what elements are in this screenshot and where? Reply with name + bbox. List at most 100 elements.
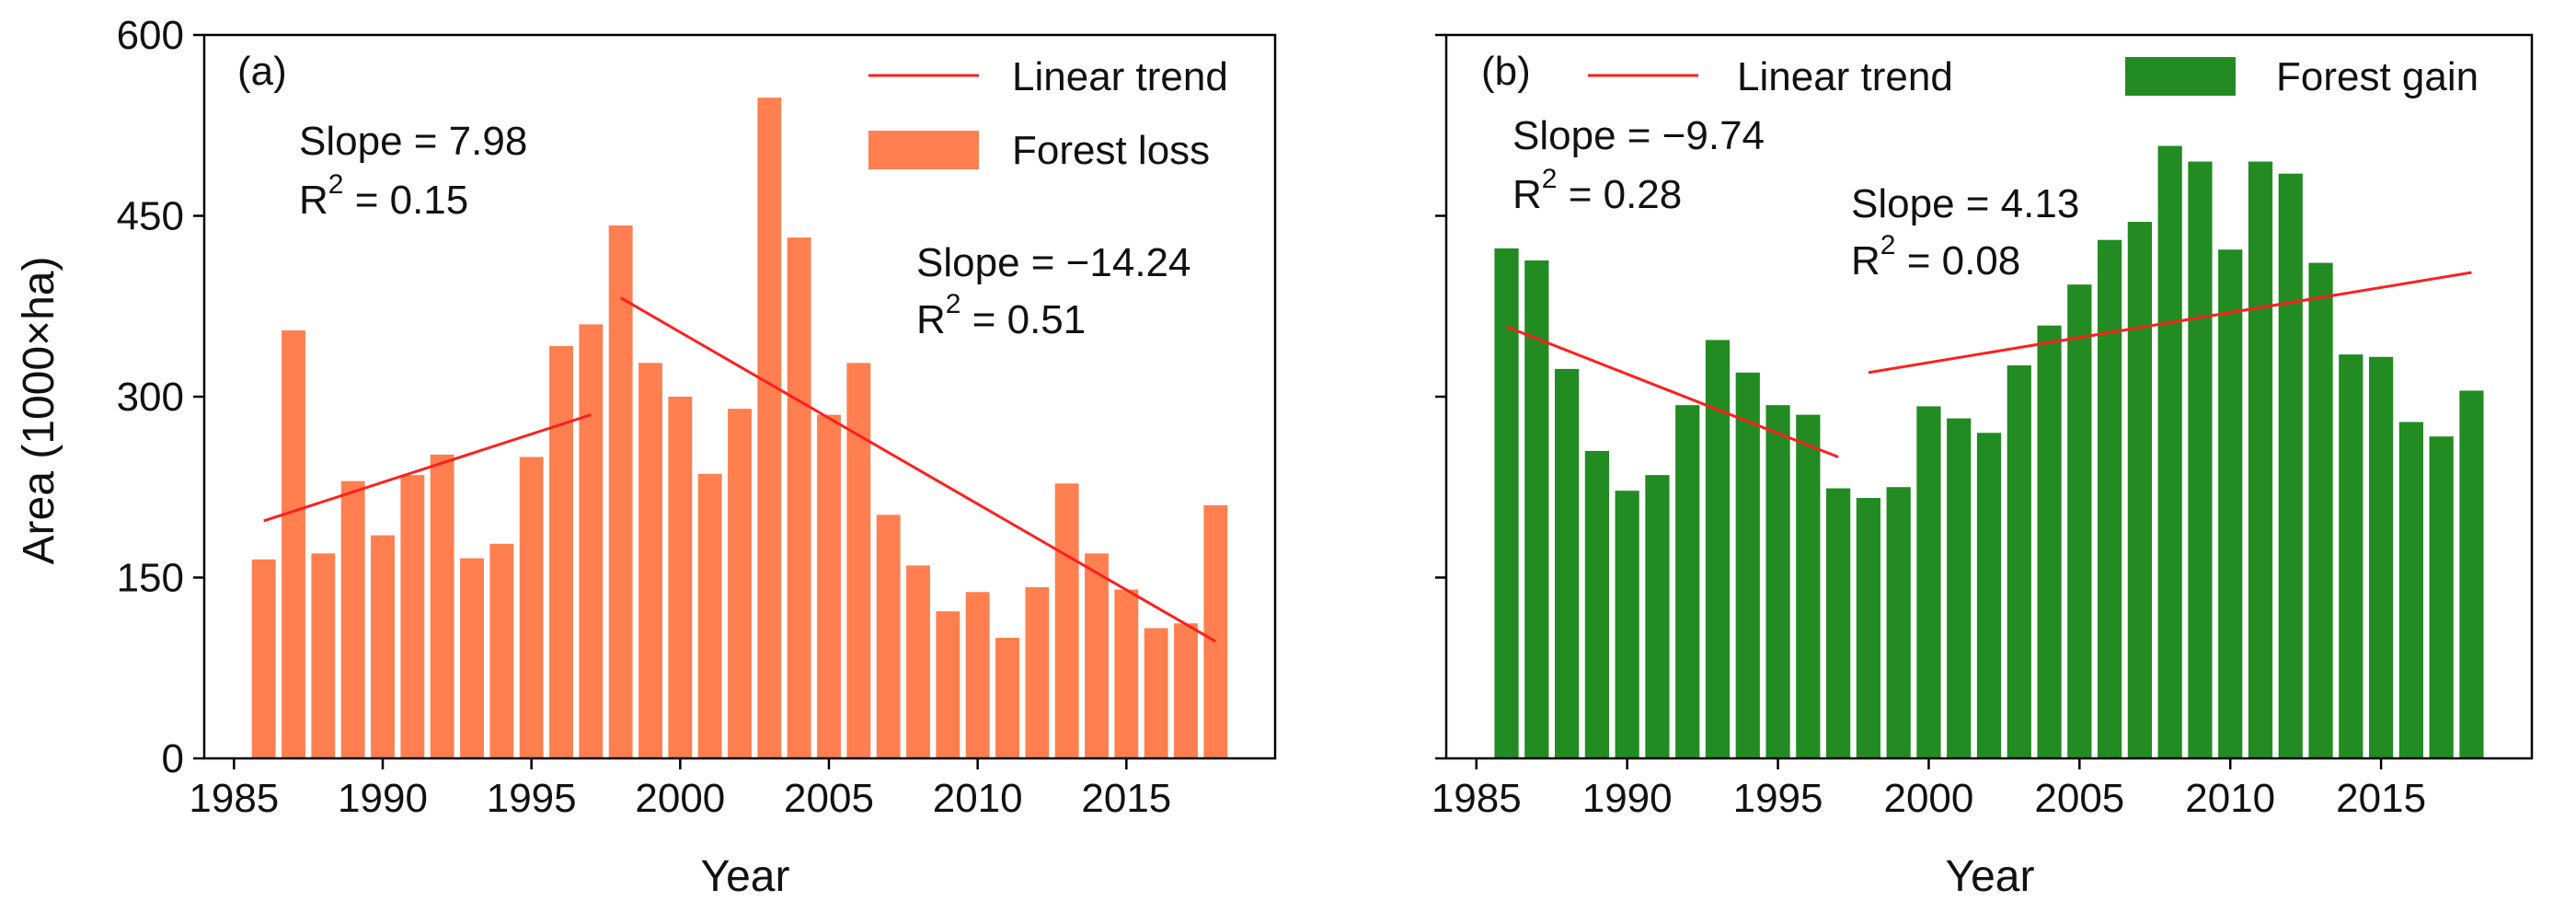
panel-b-bar-1991: [1645, 475, 1670, 758]
panel-b-legend-patch-swatch: [2125, 57, 2236, 96]
panel-b-bar-1989: [1584, 450, 1609, 758]
panel-b-bar-2017: [2429, 436, 2454, 758]
panel-b-bar-2012: [2278, 173, 2303, 758]
panel-b-bar-2001: [1947, 418, 1972, 758]
panel-a-bar-2012: [1025, 586, 1050, 758]
panel-b-y-ticks: [1435, 33, 1446, 760]
panel-a-bar-1989: [340, 480, 365, 758]
panel-a-slope-right: Slope = −14.24: [916, 240, 1190, 285]
panel-a-bar-1994: [489, 543, 514, 758]
panel-b-bar-1992: [1675, 405, 1700, 758]
panel-b-bar-1990: [1615, 491, 1639, 758]
panel-a-y-tick-label-0: 0: [162, 736, 184, 781]
panel-a-bar-1992: [430, 454, 454, 758]
panel-a-bar-2008: [906, 565, 930, 758]
panel-b-bar-2007: [2127, 222, 2152, 759]
panel-b-legend-bar-label: Forest gain: [2276, 54, 2478, 99]
panel-a-bar-2000: [668, 397, 693, 758]
panel-b-label: (b): [1481, 49, 1531, 94]
panel-b-x-tick-label-2010: 2010: [2185, 776, 2275, 821]
panel-a-bar-2005: [817, 414, 841, 758]
panel-a-r2-right: R2 = 0.51: [916, 289, 1086, 342]
panel-b-x-tick-label-2005: 2005: [2034, 776, 2124, 821]
panel-b-bar-2005: [2067, 284, 2092, 758]
panel-a-y-ticks: 0 150 300 450 600: [117, 13, 204, 781]
panel-b-bar-2016: [2398, 422, 2423, 758]
panel-b-bar-1997: [1826, 488, 1851, 758]
panel-a-bar-1990: [371, 535, 395, 758]
panel-a-bar-1991: [400, 475, 425, 758]
panel-b-x-tick-label-2015: 2015: [2336, 776, 2426, 821]
panel-a-legend: Linear trend Forest loss: [868, 54, 1228, 173]
panel-a-bar-1996: [549, 345, 573, 758]
panel-b-bar-2002: [1976, 433, 2002, 758]
panel-a-y-tick-label-300: 300: [117, 375, 184, 420]
panel-a-bar-1997: [579, 324, 604, 758]
panel-a-legend-patch-swatch: [868, 131, 979, 169]
panel-b-x-tick-label-1990: 1990: [1582, 776, 1673, 821]
panel-b-bar-2018: [2459, 390, 2484, 758]
panel-a-x-axis-title: Year: [701, 852, 790, 901]
panel-b-legend-trend-label: Linear trend: [1737, 54, 1953, 99]
panel-b-bar-1988: [1555, 368, 1580, 758]
panel-a-bar-1999: [638, 363, 662, 758]
panel-a-bar-2017: [1174, 623, 1198, 758]
panel-b-bar-2013: [2308, 262, 2333, 759]
panel-a-x-tick-label-1995: 1995: [487, 776, 577, 821]
panel-a-bar-1993: [460, 558, 484, 758]
panel-b-bar-1994: [1735, 372, 1760, 758]
panel-b-slope-right: Slope = 4.13: [1851, 181, 2079, 226]
panel-b-bar-2011: [2248, 161, 2273, 759]
panel-a-bar-2013: [1054, 483, 1079, 758]
panel-a-x-tick-label-2005: 2005: [784, 776, 874, 821]
panel-a-bar-2011: [995, 638, 1019, 758]
panel-a-x-tick-label-2010: 2010: [933, 776, 1023, 821]
panel-b-x-tick-label-1985: 1985: [1432, 776, 1522, 821]
panel-b-bar-2014: [2339, 354, 2363, 758]
panel-a-legend-bar-label: Forest loss: [1012, 128, 1210, 173]
panel-a-bar-2015: [1114, 589, 1139, 758]
panel-a-bar-2007: [876, 514, 901, 758]
panel-a-bars: [251, 98, 1228, 759]
panel-a-x-ticks: 1985 1990 1995 2000 2005 2010 2015: [189, 758, 1171, 821]
panel-a-bar-2018: [1203, 504, 1228, 758]
panel-b-bar-2010: [2218, 249, 2243, 758]
panel-a-x-tick-label-2015: 2015: [1081, 776, 1171, 821]
panel-b-trend-lines: [1506, 271, 2472, 458]
panel-a-y-tick-label-150: 150: [117, 556, 184, 601]
panel-a-bar-1998: [608, 225, 633, 759]
panel-a-x-tick-label-1985: 1985: [189, 776, 279, 821]
panel-b-bar-2006: [2098, 239, 2122, 758]
panel-b-bar-2003: [2007, 364, 2031, 758]
panel-a-bar-2001: [697, 473, 722, 758]
panel-a-legend-trend-label: Linear trend: [1012, 54, 1228, 99]
panel-b-r2-left: R2 = 0.28: [1512, 164, 1682, 217]
panel-b-trend-line-1: [1506, 325, 1839, 458]
panel-b-trend-line-2: [1868, 271, 2472, 375]
panel-b-bar-2004: [2037, 325, 2062, 758]
panel-a-y-tick-label-600: 600: [117, 13, 184, 58]
panel-b-forest-gain: 1985 1990 1995 2000 2005 2010 2015 (b) Year Sl…: [1432, 33, 2534, 901]
panel-a-bar-2010: [965, 592, 990, 758]
panel-a-bar-2016: [1144, 628, 1168, 758]
panel-b-x-tick-label-2000: 2000: [1883, 776, 1973, 821]
panel-b-bar-2009: [2188, 161, 2213, 759]
panel-a-bar-2003: [757, 98, 782, 759]
panel-b-bars: [1494, 145, 2484, 759]
panel-b-bar-1995: [1765, 405, 1790, 758]
panel-a-bar-1988: [311, 553, 336, 758]
panel-a-bar-2004: [787, 237, 811, 759]
panel-a-forest-loss: 0 150 300 450 600 1985 1990 1995 2000 2005 2010 20…: [15, 13, 1277, 901]
panel-b-bar-1993: [1705, 340, 1731, 758]
panel-a-label: (a): [237, 49, 287, 94]
panel-b-slope-left: Slope = −9.74: [1512, 113, 1765, 158]
panel-b-bar-1998: [1856, 498, 1880, 758]
panel-a-trend-line-2: [619, 296, 1217, 643]
panel-a-y-tick-label-450: 450: [117, 194, 184, 239]
panel-b-x-ticks: 1985 1990 1995 2000 2005 2010 2015: [1432, 758, 2426, 821]
panel-a-y-axis-title: Area (1000×ha): [15, 257, 63, 565]
panel-b-bar-1996: [1796, 414, 1821, 758]
panel-a-bar-1986: [251, 559, 276, 758]
panel-b-bar-1987: [1524, 260, 1549, 759]
